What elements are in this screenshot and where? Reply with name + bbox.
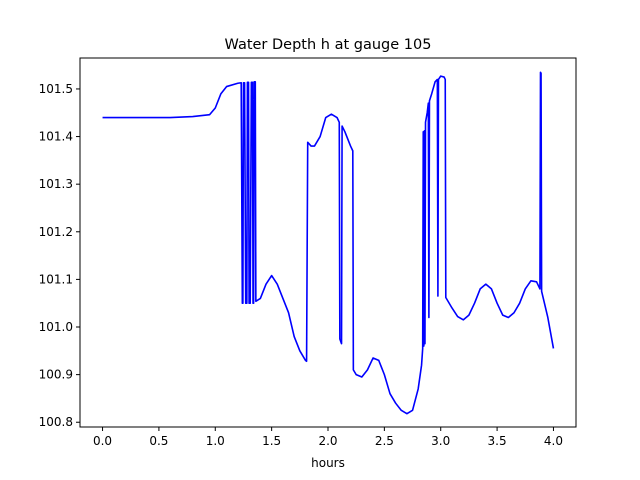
x-axis-label: hours <box>311 456 345 470</box>
y-tick-label: 101.0 <box>39 320 73 334</box>
y-tick-label: 100.8 <box>39 415 73 429</box>
plot-area <box>79 57 577 428</box>
x-tick-label: 1.0 <box>206 434 225 448</box>
x-tick-label: 2.5 <box>375 434 394 448</box>
y-tick-label: 101.3 <box>39 177 73 191</box>
y-axis: 100.8 100.9 101.0 101.1 101.2 101.3 101.4 101.5 <box>39 82 80 429</box>
x-axis: 0.0 0.5 1.0 1.5 2.0 2.5 3.0 3.5 4.0 <box>93 427 563 448</box>
x-tick-label: 1.5 <box>262 434 281 448</box>
x-tick-label: 0.0 <box>93 434 112 448</box>
x-tick-label: 3.0 <box>431 434 450 448</box>
y-tick-label: 101.5 <box>39 82 73 96</box>
x-tick-label: 3.5 <box>488 434 507 448</box>
y-tick-label: 101.2 <box>39 225 73 239</box>
x-tick-label: 0.5 <box>149 434 168 448</box>
y-tick-label: 101.4 <box>39 130 73 144</box>
chart-title: Water Depth h at gauge 105 <box>225 37 432 53</box>
x-tick-label: 2.0 <box>318 434 337 448</box>
y-tick-label: 100.9 <box>39 368 73 382</box>
x-tick-label: 4.0 <box>544 434 563 448</box>
plot-frame <box>79 57 577 428</box>
series-line-0 <box>102 71 555 415</box>
y-tick-label: 101.1 <box>39 272 73 286</box>
